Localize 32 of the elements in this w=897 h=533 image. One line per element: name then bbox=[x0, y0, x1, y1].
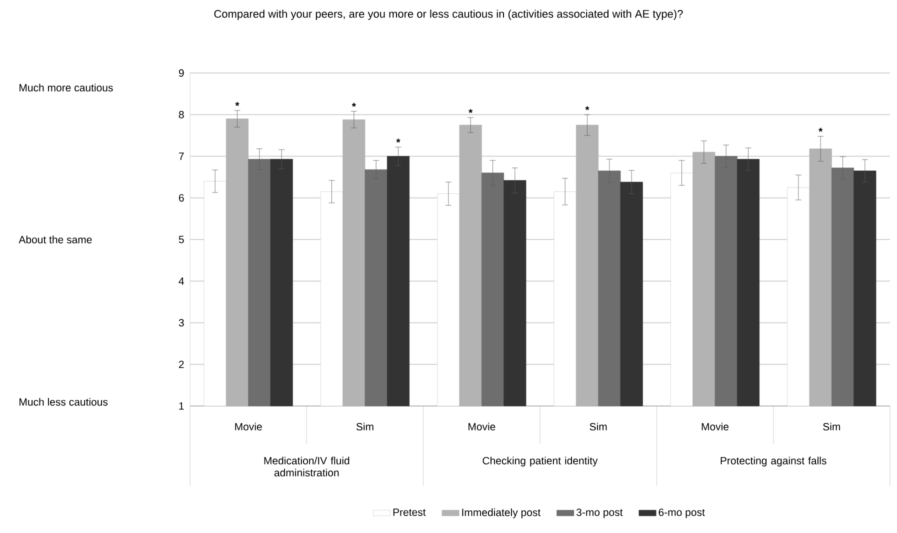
chart-title: Compared with your peers, are you more or less cautious in (activities associated with AE type)? bbox=[214, 10, 683, 20]
legend-label: 6-mo post bbox=[658, 508, 705, 518]
y-tick-label: 9 bbox=[178, 69, 184, 77]
x-tick-label: Movie bbox=[235, 422, 262, 430]
y-tick-label: 2 bbox=[178, 360, 184, 368]
data-label: * bbox=[585, 106, 590, 110]
data-label: * bbox=[396, 138, 400, 143]
text: About the same bbox=[18, 236, 92, 244]
y-tick-label: 7 bbox=[178, 152, 184, 160]
text: Medication/IV fluid administration bbox=[264, 456, 350, 476]
legend-label: 3-mo post bbox=[576, 508, 623, 518]
y-tick-label: 4 bbox=[178, 278, 184, 285]
y-tick-label: 1 bbox=[179, 402, 184, 410]
y-tick-label: 5 bbox=[178, 236, 184, 244]
x-tick-label: Sim bbox=[356, 422, 374, 430]
text: Much less cautious bbox=[20, 398, 108, 406]
y-tick-label: 6 bbox=[178, 194, 184, 202]
text: Protecting against falls bbox=[720, 456, 826, 466]
data-label: * bbox=[235, 102, 240, 106]
x-tick-label: Movie bbox=[702, 422, 729, 430]
x-tick-label: Sim bbox=[823, 422, 840, 430]
x-tick-label: Movie bbox=[468, 422, 496, 430]
legend-label: Pretest bbox=[393, 508, 426, 516]
y-tick-label: 8 bbox=[178, 110, 184, 118]
data-label: * bbox=[468, 109, 473, 114]
data-label: * bbox=[818, 128, 823, 132]
text: Checking patient identity bbox=[482, 456, 598, 466]
data-label: * bbox=[352, 102, 356, 107]
legend-label: Immediately post bbox=[462, 508, 541, 518]
x-tick-label: Sim bbox=[590, 422, 607, 430]
text: Much more cautious bbox=[20, 84, 113, 92]
y-tick-label: 3 bbox=[178, 319, 184, 326]
